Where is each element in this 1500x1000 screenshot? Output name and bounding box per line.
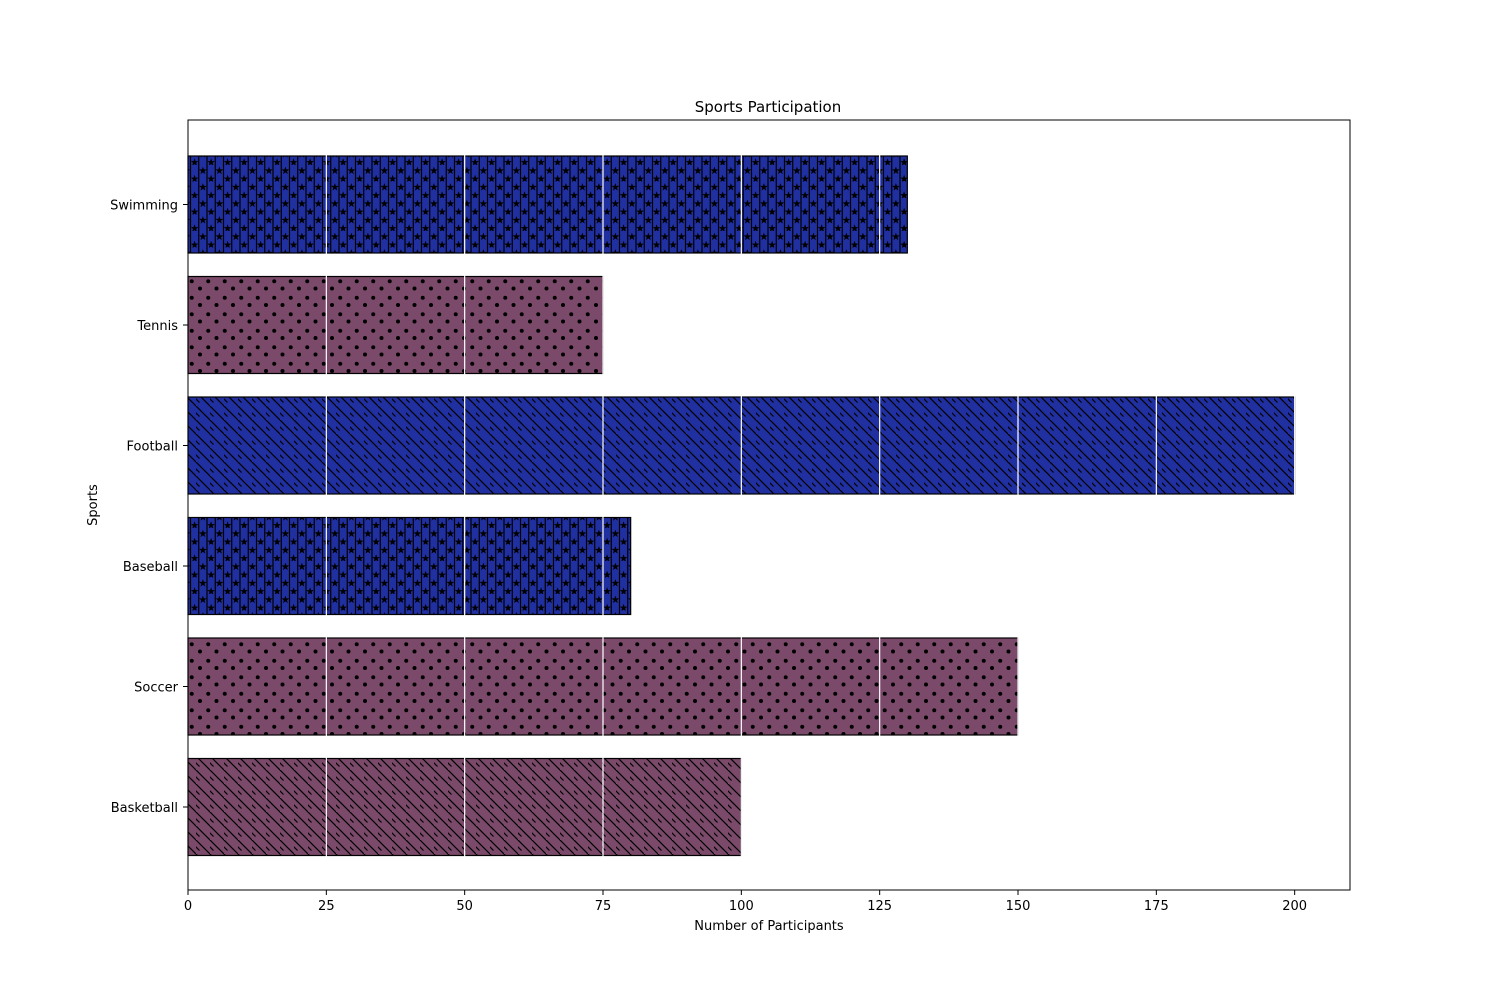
x-tick-label-25: 25: [318, 899, 335, 914]
y-tick-label-football: Football: [127, 440, 178, 455]
x-tick-label-125: 125: [867, 899, 892, 914]
bar-pattern-baseball: [188, 517, 631, 615]
x-tick-label-0: 0: [184, 899, 192, 914]
x-tick-label-200: 200: [1282, 899, 1307, 914]
y-tick-label-soccer: Soccer: [134, 681, 178, 696]
x-tick-label-75: 75: [595, 899, 612, 914]
plot-frame: [187, 119, 1351, 891]
bar-pattern-swimming: [188, 156, 908, 253]
y-tick-label-baseball: Baseball: [123, 560, 178, 575]
y-tick-label-swimming: Swimming: [110, 199, 178, 214]
x-tick-label-150: 150: [1006, 899, 1031, 914]
bar-baseball: [187, 516, 632, 616]
bar-tennis: [187, 275, 604, 375]
y-tick-label-basketball: Basketball: [111, 801, 178, 816]
x-axis-ticks: 0 25 50 75 100 125 150 175 200: [184, 890, 1307, 914]
bar-pattern-tennis: [188, 276, 603, 374]
bar-swimming: [187, 155, 908, 254]
x-tick-label-175: 175: [1144, 899, 1169, 914]
x-tick-label-50: 50: [456, 899, 473, 914]
x-tick-label-100: 100: [729, 899, 754, 914]
y-axis-label: Sports: [86, 484, 101, 526]
y-axis-ticks: Basketball Soccer Baseball Football Tennis Sw…: [110, 199, 188, 816]
chart-title: Sports Participation: [695, 98, 842, 116]
y-tick-label-tennis: Tennis: [136, 319, 178, 334]
x-axis-label: Number of Participants: [694, 919, 844, 934]
gridlines-group: [325, 120, 1296, 890]
